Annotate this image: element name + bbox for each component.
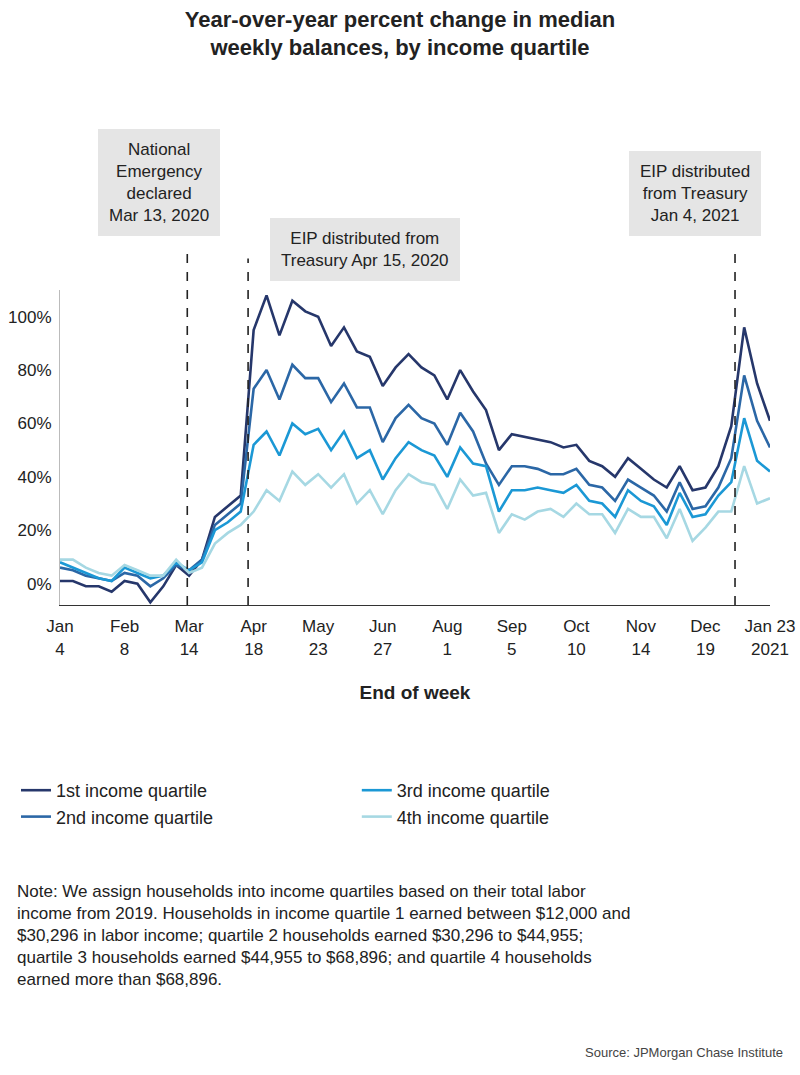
svg-text:80%: 80% [18, 361, 52, 380]
svg-text:Aug1: Aug1 [432, 617, 462, 658]
svg-text:Source: JPMorgan Chase Institu: Source: JPMorgan Chase Institute [585, 1045, 783, 1060]
svg-text:100%: 100% [8, 308, 51, 327]
svg-text:2nd income quartile: 2nd income quartile [56, 808, 213, 828]
svg-text:Jun27: Jun27 [369, 617, 396, 658]
svg-text:Sep5: Sep5 [497, 617, 527, 658]
svg-text:Feb8: Feb8 [110, 617, 139, 658]
svg-text:EIP distributed fromTreasury A: EIP distributed fromTreasury Apr 15, 202… [281, 229, 449, 270]
svg-text:Year-over-year percent change: Year-over-year percent change in medianw… [185, 7, 615, 61]
svg-text:Oct10: Oct10 [563, 617, 590, 658]
svg-text:Dec19: Dec19 [690, 617, 721, 658]
svg-text:Apr18: Apr18 [240, 617, 267, 658]
svg-text:0%: 0% [27, 575, 52, 594]
svg-text:Mar14: Mar14 [174, 617, 204, 658]
svg-text:Note: We assign households int: Note: We assign households into income q… [17, 882, 630, 989]
svg-text:40%: 40% [18, 468, 52, 487]
svg-text:May23: May23 [302, 617, 335, 658]
svg-text:3rd income quartile: 3rd income quartile [397, 781, 550, 801]
svg-text:4th income quartile: 4th income quartile [397, 808, 549, 828]
svg-text:60%: 60% [18, 414, 52, 433]
svg-text:Jan 232021: Jan 232021 [744, 617, 795, 658]
svg-text:EIP distributedfrom TreasuryJa: EIP distributedfrom TreasuryJan 4, 2021 [640, 162, 750, 225]
svg-text:End of week: End of week [360, 682, 471, 703]
svg-text:1st income quartile: 1st income quartile [56, 781, 207, 801]
svg-text:Nov14: Nov14 [626, 617, 657, 658]
svg-text:NationalEmergencydeclaredMar 1: NationalEmergencydeclaredMar 13, 2020 [109, 140, 209, 225]
svg-text:Jan4: Jan4 [46, 617, 73, 658]
svg-text:20%: 20% [18, 521, 52, 540]
